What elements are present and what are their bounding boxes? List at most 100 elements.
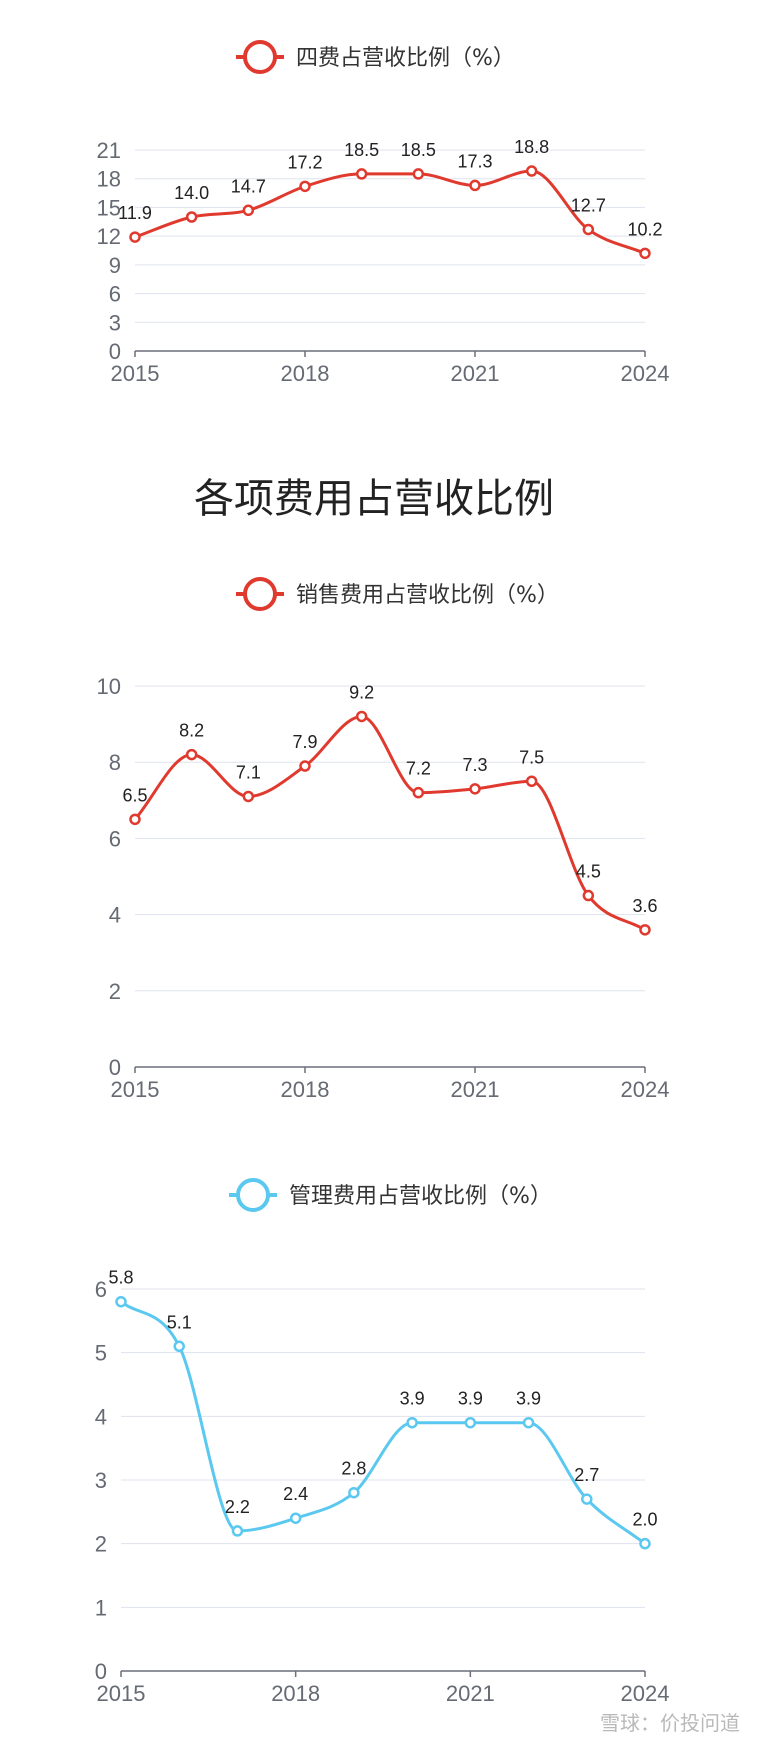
- y-tick-label: 6: [109, 826, 121, 851]
- y-tick-label: 0: [109, 339, 121, 364]
- data-label: 2.4: [283, 1484, 308, 1504]
- data-label: 3.6: [632, 896, 657, 916]
- section-title: 各项费用占营收比例: [194, 476, 554, 522]
- chart-2: 销售费用占营收比例（%） 0 2 4 6 8 10 2015 2018 2021 2024 6.5 8.…: [97, 577, 670, 1102]
- y-tick-label: 2: [95, 1532, 107, 1557]
- legend-label: 管理费用占营收比例（%）: [289, 1184, 552, 1209]
- data-label: 2.2: [225, 1497, 250, 1517]
- data-label: 7.5: [519, 747, 544, 767]
- y-tick-label: 4: [95, 1404, 107, 1429]
- data-label: 4.5: [576, 862, 601, 882]
- data-label: 14.0: [174, 183, 209, 203]
- data-label: 17.3: [457, 151, 492, 171]
- x-tick-label: 2021: [446, 1681, 495, 1706]
- y-tick-label: 2: [109, 979, 121, 1004]
- y-tick-label: 18: [97, 167, 121, 192]
- data-point: [355, 168, 368, 180]
- data-label: 12.7: [571, 195, 606, 215]
- x-tick-label: 2018: [271, 1681, 320, 1706]
- data-point: [525, 775, 538, 787]
- data-label: 3.9: [400, 1389, 425, 1409]
- data-point: [522, 1416, 535, 1429]
- y-tick-label: 6: [95, 1277, 107, 1302]
- data-point: [639, 247, 651, 260]
- data-label: 7.1: [236, 762, 261, 782]
- data-label: 18.8: [514, 137, 549, 157]
- y-tick-label: 12: [97, 224, 121, 249]
- data-label: 17.2: [287, 152, 322, 172]
- y-tick-label: 5: [95, 1341, 107, 1366]
- data-label: 14.7: [231, 176, 266, 196]
- x-tick-label: 2018: [281, 361, 330, 386]
- data-point: [412, 786, 425, 799]
- data-point: [299, 760, 311, 772]
- data-label: 5.1: [167, 1312, 192, 1332]
- data-point: [582, 889, 595, 902]
- y-tick-label: 15: [97, 195, 121, 220]
- data-point: [289, 1512, 302, 1524]
- data-label: 7.9: [292, 732, 317, 752]
- data-label: 18.5: [401, 140, 436, 160]
- chart-3: 管理费用占营收比例（%） 0 1 2 3 4 5 6 2015 2018 2021 2024 5.8 5.…: [95, 1178, 670, 1706]
- legend-label: 销售费用占营收比例（%）: [296, 583, 559, 608]
- y-tick-label: 8: [109, 750, 121, 775]
- data-point: [299, 180, 311, 193]
- data-point: [242, 204, 255, 217]
- x-tick-label: 2024: [621, 1077, 670, 1102]
- data-point: [639, 924, 651, 936]
- x-tick-label: 2015: [111, 361, 160, 386]
- x-tick-label: 2024: [621, 361, 670, 386]
- series-line: [133, 714, 646, 932]
- data-label: 10.2: [627, 219, 662, 239]
- data-label: 2.7: [574, 1465, 599, 1485]
- y-tick-label: 0: [95, 1659, 107, 1684]
- data-label: 6.5: [122, 785, 147, 805]
- series-line: [134, 169, 646, 255]
- x-tick-label: 2015: [97, 1681, 146, 1706]
- data-point: [469, 179, 481, 192]
- data-label: 3.9: [458, 1389, 483, 1409]
- data-point: [185, 748, 198, 761]
- x-tick-label: 2024: [621, 1681, 670, 1706]
- legend-marker: [243, 577, 277, 611]
- data-point: [406, 1416, 418, 1429]
- data-point: [525, 165, 538, 177]
- data-point: [464, 1416, 477, 1429]
- data-point: [639, 1537, 651, 1550]
- data-label: 9.2: [349, 682, 374, 702]
- x-tick-label: 2015: [111, 1077, 160, 1102]
- data-point: [242, 790, 255, 803]
- data-label: 8.2: [179, 721, 204, 741]
- x-tick-label: 2021: [451, 1077, 500, 1102]
- data-point: [469, 783, 481, 795]
- data-point: [129, 231, 141, 243]
- y-tick-label: 9: [109, 253, 121, 278]
- x-tick-label: 2018: [281, 1077, 330, 1102]
- legend-marker: [243, 40, 277, 74]
- data-label: 7.2: [406, 759, 431, 779]
- data-point: [115, 1295, 127, 1308]
- data-point: [412, 168, 425, 180]
- data-point: [582, 223, 595, 236]
- data-label: 2.0: [632, 1510, 657, 1530]
- data-label: 2.8: [341, 1459, 366, 1479]
- data-point: [173, 1340, 185, 1353]
- y-tick-label: 6: [109, 282, 121, 307]
- data-point: [129, 813, 141, 826]
- y-tick-label: 0: [109, 1055, 121, 1080]
- chart-1: 四费占营收比例（%） 0 3 6 9 12 15 18 21 2015 2018 2021 2024 11…: [97, 40, 670, 386]
- series-line: [120, 1300, 646, 1545]
- x-tick-label: 2021: [451, 361, 500, 386]
- legend-label: 四费占营收比例（%）: [296, 46, 515, 71]
- y-tick-label: 21: [97, 138, 121, 163]
- data-label: 3.9: [516, 1389, 541, 1409]
- watermark: 雪球：价投问道: [600, 1711, 740, 1735]
- data-label: 11.9: [118, 203, 152, 223]
- y-tick-label: 3: [109, 310, 121, 335]
- y-tick-label: 4: [109, 903, 121, 928]
- data-point: [355, 710, 368, 723]
- y-tick-label: 10: [97, 674, 121, 699]
- data-point: [581, 1493, 593, 1505]
- y-tick-label: 1: [95, 1595, 107, 1620]
